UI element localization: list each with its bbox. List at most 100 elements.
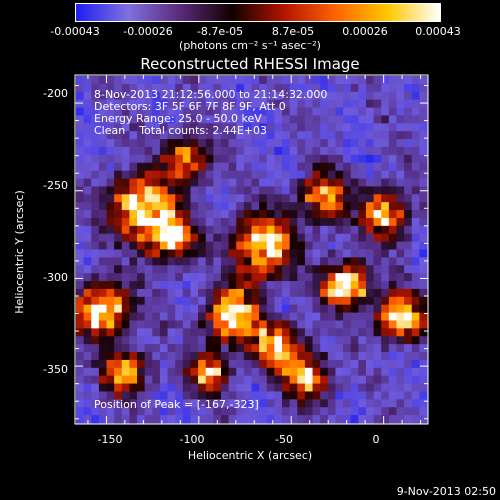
heatmap-cell — [98, 281, 108, 290]
heatmap-cell — [388, 233, 398, 243]
heatmap-cell — [106, 296, 115, 306]
heatmap-cell — [228, 415, 237, 424]
heatmap-cell — [365, 123, 375, 132]
heatmap-cell — [198, 76, 207, 85]
heatmap-cell — [320, 383, 329, 393]
heatmap-cell — [175, 383, 184, 393]
heatmap-cell — [76, 367, 85, 377]
heatmap-cell — [304, 99, 314, 109]
heatmap-cell — [228, 202, 237, 211]
heatmap-cell — [121, 399, 131, 408]
heatmap-cell — [343, 367, 352, 377]
heatmap-cell — [358, 352, 367, 361]
heatmap-cell — [83, 162, 92, 172]
heatmap-cell — [236, 115, 245, 124]
heatmap-cell — [182, 170, 192, 180]
heatmap-cell — [236, 170, 245, 180]
heatmap-cell — [297, 296, 306, 306]
heatmap-cell — [335, 336, 344, 345]
heatmap-cell — [152, 383, 161, 393]
heatmap-cell — [129, 281, 138, 290]
heatmap-cell — [159, 249, 169, 258]
heatmap-cell — [121, 225, 131, 235]
heatmap-cell — [327, 336, 337, 345]
heatmap-cell — [274, 210, 283, 219]
heatmap-cell — [91, 281, 100, 290]
heatmap-cell — [358, 328, 367, 337]
heatmap-cell — [198, 383, 207, 393]
heatmap-cell — [121, 257, 131, 266]
heatmap-cell — [228, 367, 237, 377]
heatmap-cell — [419, 257, 428, 266]
heatmap-cell — [373, 296, 382, 306]
heatmap-cell — [152, 154, 161, 164]
heatmap-cell — [190, 304, 199, 314]
colorbar-unit-label: (photons cm⁻² s⁻¹ asec⁻²) — [179, 39, 321, 52]
heatmap-cell — [297, 154, 306, 164]
heatmap-cell — [76, 344, 85, 353]
heatmap-cell — [358, 115, 367, 124]
heatmap-cell — [404, 257, 413, 266]
heatmap-cell — [76, 352, 85, 361]
heatmap-cell — [190, 281, 199, 290]
heatmap-cell — [83, 281, 92, 290]
heatmap-cell — [190, 123, 199, 132]
heatmap-cell — [381, 249, 390, 258]
heatmap-cell — [335, 76, 344, 85]
heatmap-cell — [205, 249, 214, 258]
heatmap-cell — [388, 139, 398, 148]
heatmap-cell — [205, 359, 214, 369]
heatmap-cell — [274, 359, 283, 369]
heatmap-cell — [335, 225, 344, 235]
heatmap-cell — [373, 107, 382, 117]
heatmap-cell — [220, 83, 230, 93]
heatmap-cell — [365, 344, 375, 353]
heatmap-cell — [121, 107, 131, 117]
heatmap-cell — [259, 312, 268, 322]
heatmap-cell — [167, 146, 176, 156]
heatmap-cell — [228, 273, 237, 282]
heatmap-cell — [381, 328, 390, 337]
heatmap-cell — [152, 170, 161, 180]
heatmap-cell — [106, 257, 115, 266]
heatmap-cell — [320, 257, 329, 266]
heatmap-cell — [388, 178, 398, 188]
heatmap-cell — [144, 415, 153, 424]
heatmap-cell — [404, 83, 413, 93]
heatmap-cell — [137, 367, 146, 377]
heatmap-cell — [350, 99, 359, 109]
heatmap-cell — [236, 210, 245, 219]
heatmap-cell — [251, 249, 260, 258]
heatmap-cell — [175, 391, 184, 400]
heatmap-cell — [167, 391, 176, 400]
heatmap-cell — [190, 359, 199, 369]
heatmap-cell — [182, 194, 192, 203]
heatmap-cell — [159, 115, 169, 124]
heatmap-cell — [190, 241, 199, 251]
heatmap-cell — [259, 391, 268, 400]
heatmap-cell — [106, 162, 115, 172]
heatmap-cell — [320, 233, 329, 243]
heatmap-cell — [182, 415, 192, 424]
heatmap-cell — [129, 186, 138, 195]
heatmap-cell — [76, 328, 85, 337]
heatmap-cell — [114, 328, 123, 337]
heatmap-cell — [91, 367, 100, 377]
heatmap-cell — [320, 399, 329, 408]
heatmap-cell — [350, 399, 359, 408]
heatmap-cell — [274, 415, 283, 424]
heatmap-cell — [91, 375, 100, 385]
heatmap-cell — [304, 115, 314, 124]
heatmap-cell — [236, 352, 245, 361]
heatmap-cell — [289, 99, 298, 109]
heatmap-cell — [396, 320, 405, 329]
heatmap-cell — [327, 139, 337, 148]
heatmap-cell — [98, 367, 108, 377]
heatmap-cell — [83, 123, 92, 132]
heatmap-cell — [129, 328, 138, 337]
heatmap-cell — [190, 91, 199, 101]
heatmap-cell — [213, 233, 222, 243]
heatmap-cell — [335, 352, 344, 361]
heatmap-cell — [106, 83, 115, 93]
heatmap-cell — [175, 233, 184, 243]
